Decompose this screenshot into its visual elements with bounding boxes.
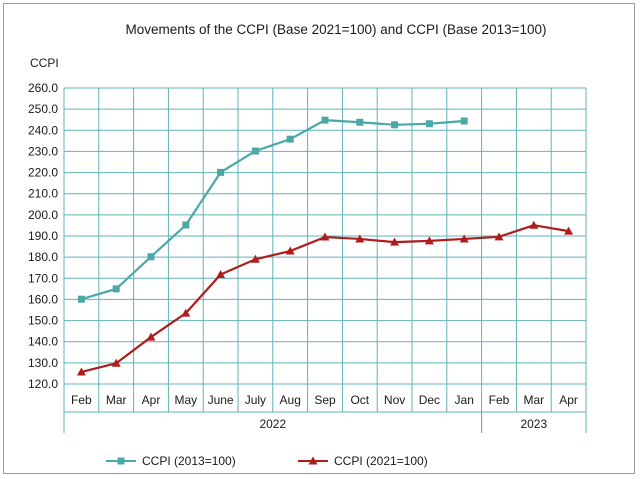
data-point	[250, 254, 260, 263]
data-point	[286, 135, 294, 143]
x-tick-label: Apr	[142, 393, 161, 407]
x-tick-label: Dec	[419, 393, 440, 407]
x-tick-label: Feb	[489, 393, 510, 407]
data-point	[251, 147, 259, 155]
x-tick-label: June	[208, 393, 234, 407]
x-tick-label: July	[245, 393, 266, 407]
data-point	[355, 234, 365, 243]
data-point	[181, 308, 191, 317]
legend-swatch-marker	[117, 457, 125, 465]
y-tick-label: 160.0	[28, 292, 58, 306]
data-point	[459, 234, 469, 243]
chart-title: Movements of the CCPI (Base 2021=100) an…	[126, 22, 547, 37]
data-point	[217, 168, 225, 176]
x-tick-label: May	[174, 393, 197, 407]
x-tick-label: Aug	[280, 393, 301, 407]
data-point	[425, 120, 433, 128]
legend-label: CCPI (2021=100)	[334, 454, 428, 468]
series-line-1	[81, 119, 465, 301]
legend-swatch-marker	[308, 456, 318, 465]
x-tick-label: Feb	[71, 393, 92, 407]
y-tick-label: 240.0	[28, 123, 58, 137]
data-point	[76, 367, 86, 376]
data-point	[321, 116, 329, 124]
y-tick-label: 230.0	[28, 144, 58, 158]
data-point	[320, 232, 330, 241]
x-tick-label: Sep	[314, 393, 336, 407]
y-tick-label: 180.0	[28, 250, 58, 264]
x-tick-label: Jan	[455, 393, 474, 407]
y-axis-label: CCPI	[30, 56, 59, 70]
data-point	[111, 358, 121, 367]
x-tick-label: Nov	[384, 393, 405, 407]
y-tick-label: 250.0	[28, 102, 58, 116]
year-label: 2022	[259, 417, 286, 431]
y-tick-label: 210.0	[28, 187, 58, 201]
y-tick-label: 220.0	[28, 166, 58, 180]
y-tick-label: 120.0	[28, 377, 58, 391]
data-point	[182, 221, 190, 229]
data-point	[460, 117, 468, 125]
series-line-2	[81, 224, 569, 374]
data-point	[147, 253, 155, 261]
y-tick-label: 200.0	[28, 208, 58, 222]
data-point	[391, 121, 399, 129]
y-tick-label: 130.0	[28, 356, 58, 370]
y-tick-label: 190.0	[28, 229, 58, 243]
data-point	[529, 220, 539, 229]
x-tick-label: Oct	[350, 393, 369, 407]
data-point	[356, 118, 364, 126]
data-point	[112, 285, 120, 293]
x-tick-label: Mar	[106, 393, 127, 407]
legend-label: CCPI (2013=100)	[142, 454, 236, 468]
y-tick-label: 170.0	[28, 271, 58, 285]
data-point	[216, 269, 226, 278]
y-tick-label: 260.0	[28, 81, 58, 95]
x-tick-label: Apr	[559, 393, 578, 407]
data-point	[564, 226, 574, 235]
year-label: 2023	[520, 417, 547, 431]
data-point	[77, 295, 85, 303]
x-tick-label: Mar	[523, 393, 544, 407]
data-point	[146, 332, 156, 341]
y-tick-label: 150.0	[28, 314, 58, 328]
y-tick-label: 140.0	[28, 335, 58, 349]
data-point	[390, 237, 400, 246]
data-point	[424, 236, 434, 245]
data-point	[285, 246, 295, 255]
data-point	[494, 232, 504, 241]
